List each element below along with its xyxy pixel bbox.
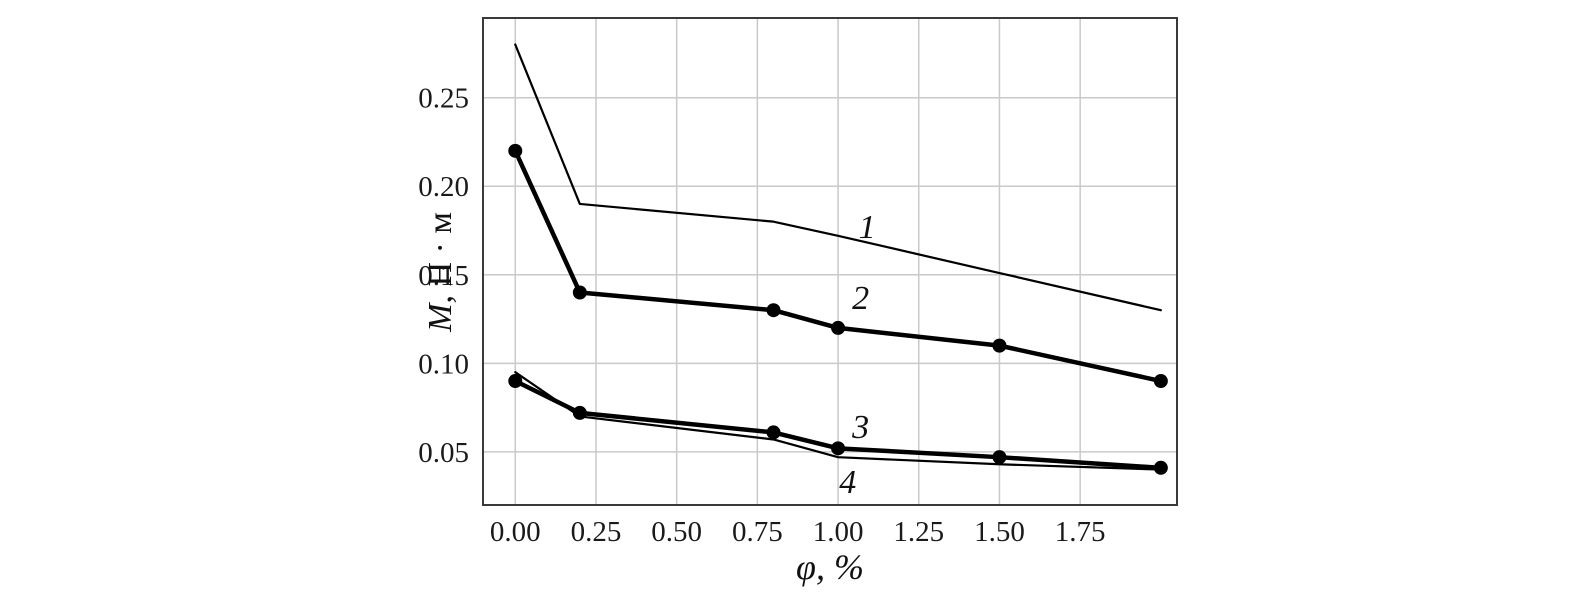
series-line-3 [513, 378, 1164, 471]
series-marker-2 [831, 320, 846, 335]
series-line-1 [514, 43, 1162, 312]
x-tick-label: 0.25 [571, 516, 622, 548]
y-tick-label: 0.05 [418, 437, 469, 469]
series-marker-3 [766, 425, 781, 440]
series-label-1: 1 [859, 209, 876, 246]
series-marker-3 [508, 374, 523, 389]
x-tick-label: 0.00 [490, 516, 541, 548]
x-axis-label: φ, % [796, 547, 864, 587]
series-line-4 [514, 371, 1162, 471]
series-marker-2 [992, 338, 1007, 353]
y-tick-label: 0.20 [418, 171, 469, 203]
x-tick-label: 1.00 [813, 516, 864, 548]
x-tick-label: 1.75 [1055, 516, 1106, 548]
y-axis-label: M, Н · м [422, 212, 460, 332]
series-marker-3 [831, 441, 846, 456]
series-marker-3 [1153, 460, 1168, 475]
series-marker-2 [572, 285, 587, 300]
y-tick-label: 0.15 [418, 260, 469, 292]
series-marker-2 [1153, 374, 1168, 389]
series-marker-2 [508, 143, 523, 158]
y-axis-label-symbol: M [422, 303, 459, 332]
series-label-3: 3 [851, 409, 869, 446]
x-tick-label: 0.75 [732, 516, 783, 548]
y-tick-label: 0.10 [418, 348, 469, 380]
series-marker-2 [766, 303, 781, 318]
plot-border [482, 17, 1178, 506]
x-tick-label: 1.50 [974, 516, 1025, 548]
series-marker-3 [992, 450, 1007, 465]
series-label-2: 2 [852, 280, 869, 317]
x-tick-label: 0.50 [651, 516, 702, 548]
series-line-2 [513, 148, 1164, 384]
x-tick-label: 1.25 [893, 516, 944, 548]
y-axis-label-units: , Н · м [422, 212, 459, 304]
series-label-4: 4 [839, 464, 856, 501]
y-tick-label: 0.25 [418, 83, 469, 115]
